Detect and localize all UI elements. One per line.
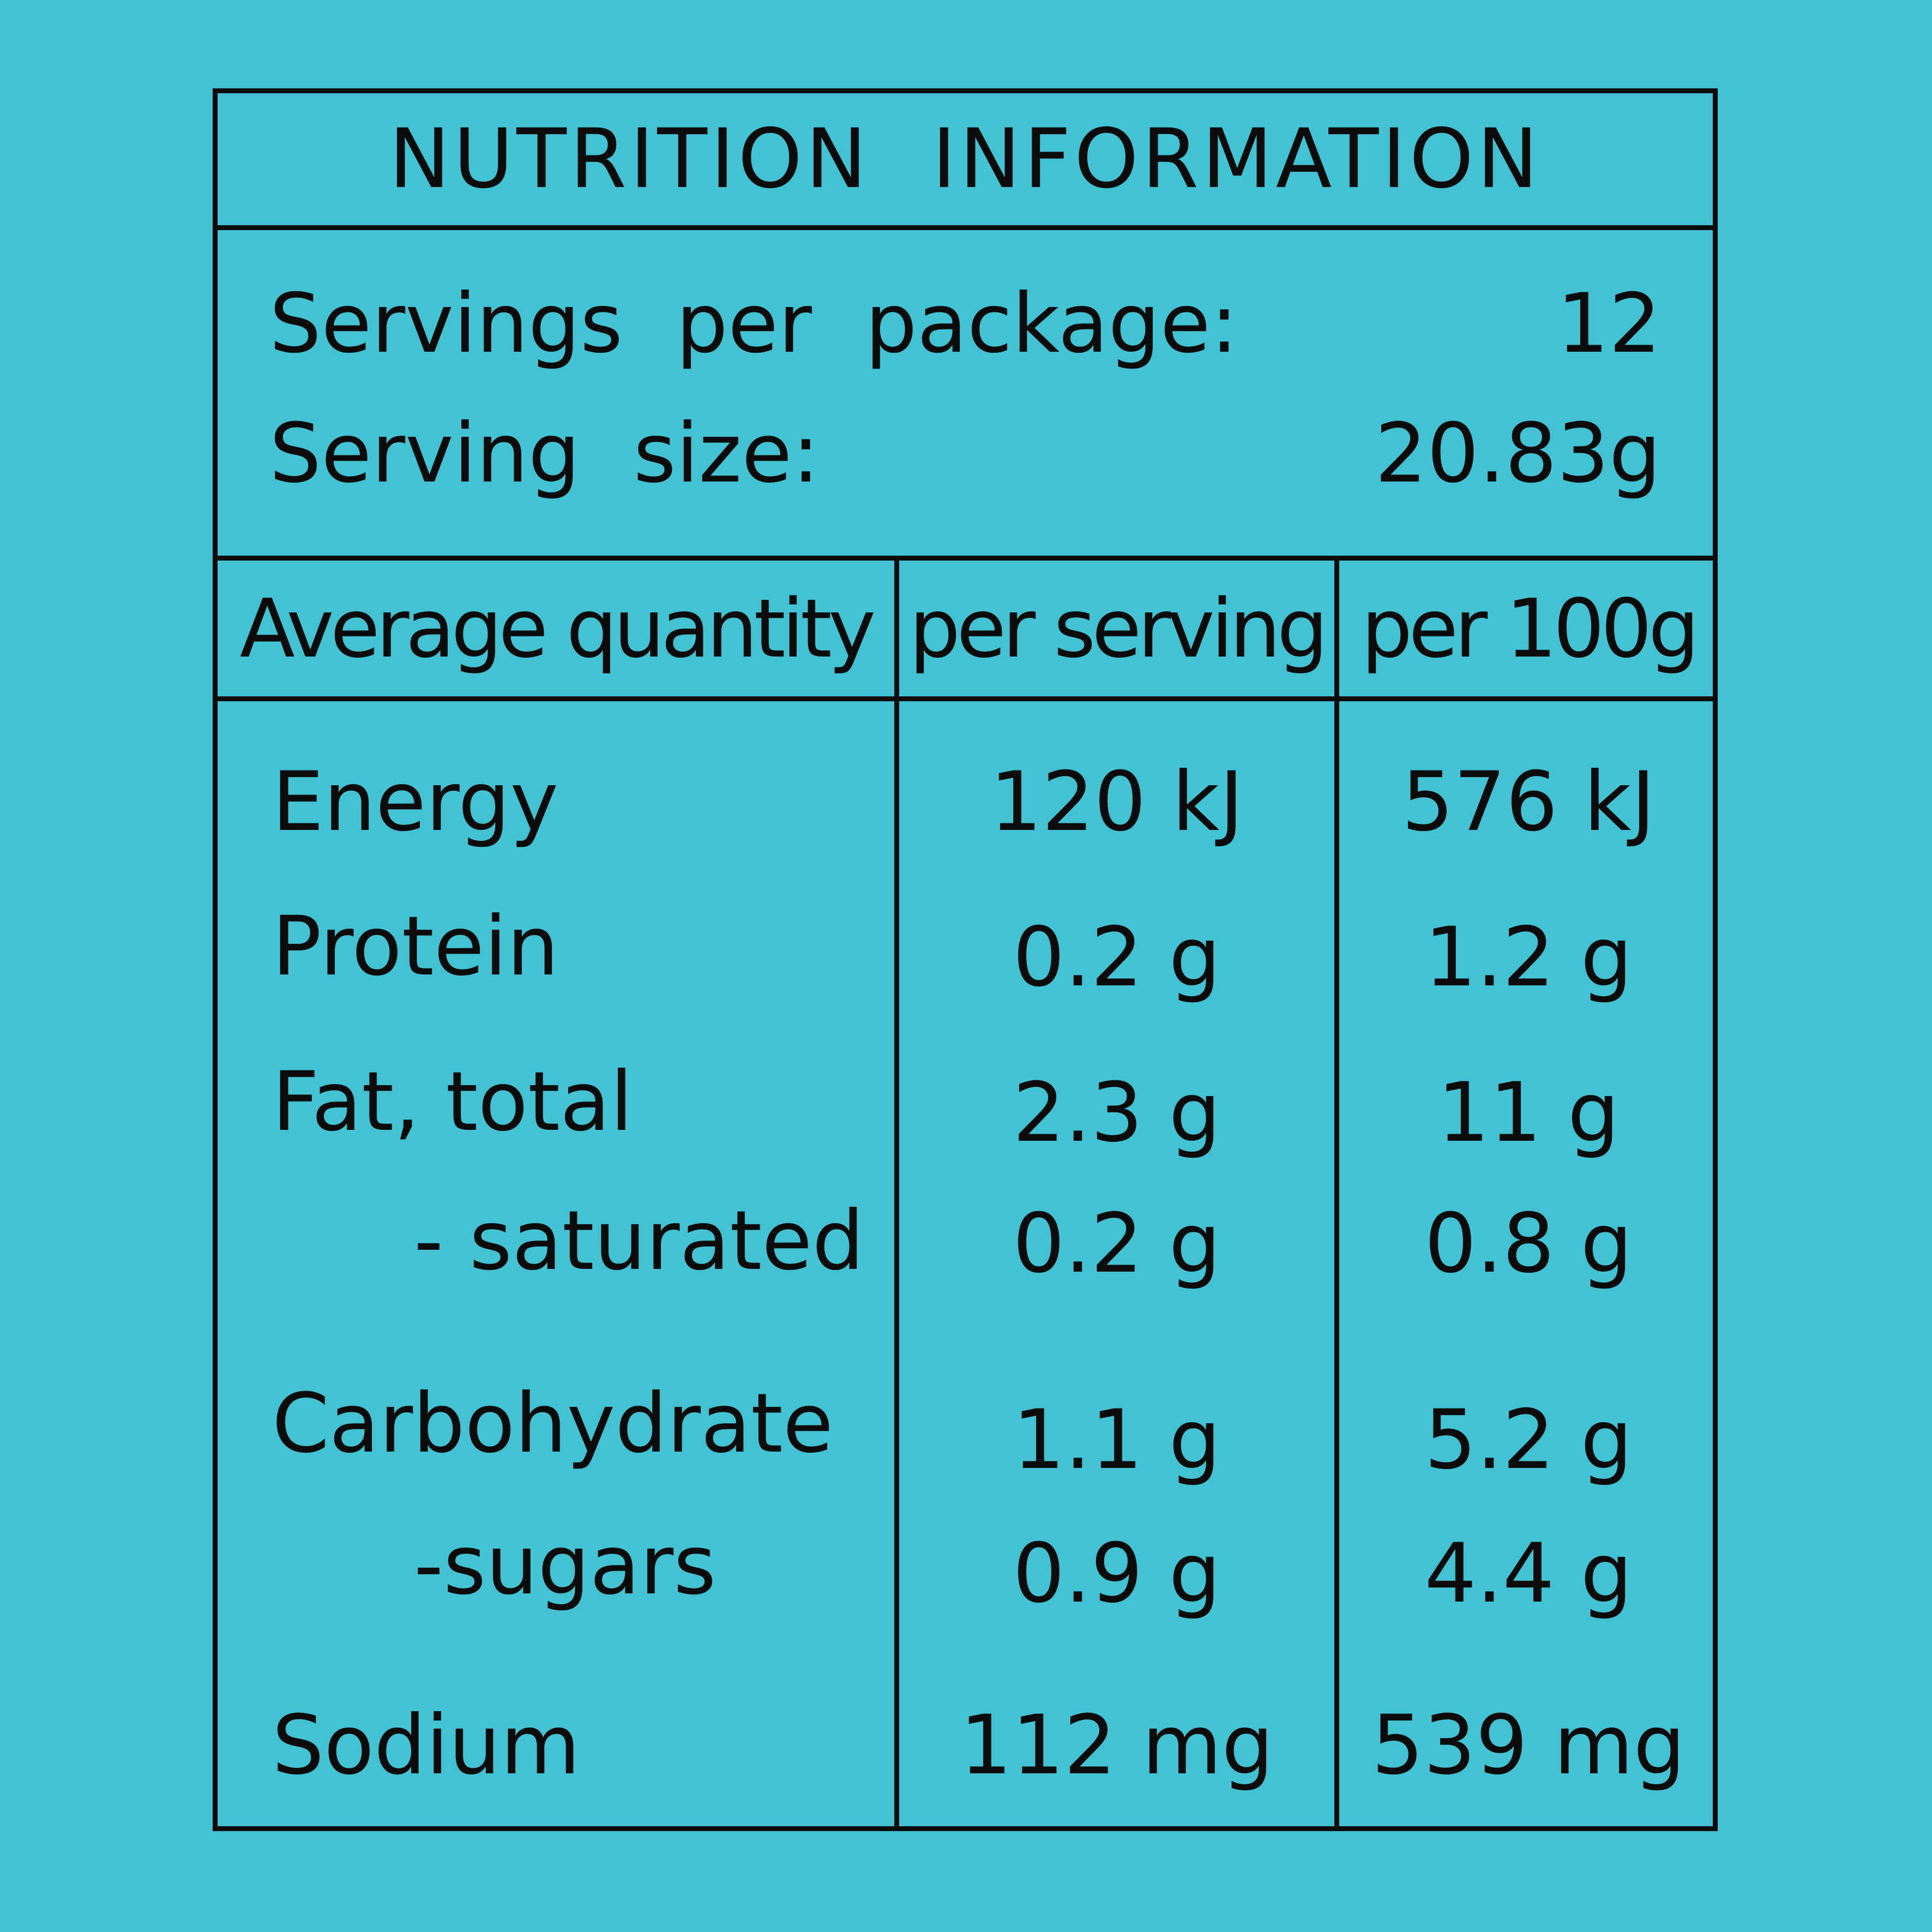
row-per-serving: 1.1 g [1013, 1393, 1221, 1488]
table-row: - saturated 0.2 g 0.8 g [218, 1194, 1713, 1291]
row-per-100g: 576 kJ [1401, 755, 1656, 850]
row-label: Fat, total [272, 1055, 633, 1149]
table-row: Sodium 112 mg 539 mg [218, 1705, 1713, 1792]
panel-title: NUTRITION INFORMATION [218, 93, 1713, 230]
row-label: Sodium [272, 1698, 581, 1793]
row-label: - saturated [414, 1194, 864, 1289]
row-label: Carbohydrate [272, 1376, 834, 1471]
table-header: Average quantity per serving per 100g [218, 561, 1713, 701]
header-per-serving: per serving [909, 581, 1328, 676]
row-label: Protein [272, 899, 559, 994]
row-per-serving: 112 mg [960, 1698, 1274, 1793]
header-average-quantity: Average quantity [239, 581, 876, 676]
row-per-serving: 120 kJ [990, 755, 1244, 850]
header-per-100g: per 100g [1361, 581, 1699, 676]
row-per-serving: 0.9 g [1013, 1526, 1221, 1621]
row-per-100g: 0.8 g [1424, 1196, 1633, 1291]
table-row: Energy 120 kJ 576 kJ [218, 761, 1713, 848]
row-per-serving: 0.2 g [1013, 910, 1221, 1005]
servings-per-package-label: Servings per package: [269, 276, 1238, 371]
row-per-100g: 539 mg [1371, 1698, 1686, 1793]
row-per-100g: 5.2 g [1424, 1393, 1633, 1488]
row-label: Energy [272, 755, 559, 850]
serving-size-label: Serving size: [269, 406, 820, 501]
column-divider [1334, 561, 1339, 1826]
table-row: Protein 0.2 g 1.2 g [218, 906, 1713, 1005]
column-divider [894, 561, 899, 1826]
servings-per-package-value: 12 [1557, 276, 1661, 371]
nutrition-panel: NUTRITION INFORMATION Servings per packa… [213, 88, 1718, 1831]
row-label: -sugars [414, 1518, 717, 1613]
row-per-100g: 4.4 g [1424, 1526, 1633, 1621]
row-per-100g: 1.2 g [1424, 910, 1633, 1005]
table-row: Carbohydrate 1.1 g 5.2 g [218, 1383, 1713, 1488]
table-row: -sugars 0.9 g 4.4 g [218, 1525, 1713, 1621]
row-per-100g: 11 g [1437, 1066, 1620, 1160]
serving-size-value: 20.83g [1375, 406, 1661, 501]
row-per-serving: 2.3 g [1013, 1066, 1221, 1160]
row-per-serving: 0.2 g [1013, 1196, 1221, 1291]
table-row: Fat, total 2.3 g 11 g [218, 1061, 1713, 1160]
servings-block: Servings per package: 12 Serving size: 2… [218, 230, 1713, 561]
